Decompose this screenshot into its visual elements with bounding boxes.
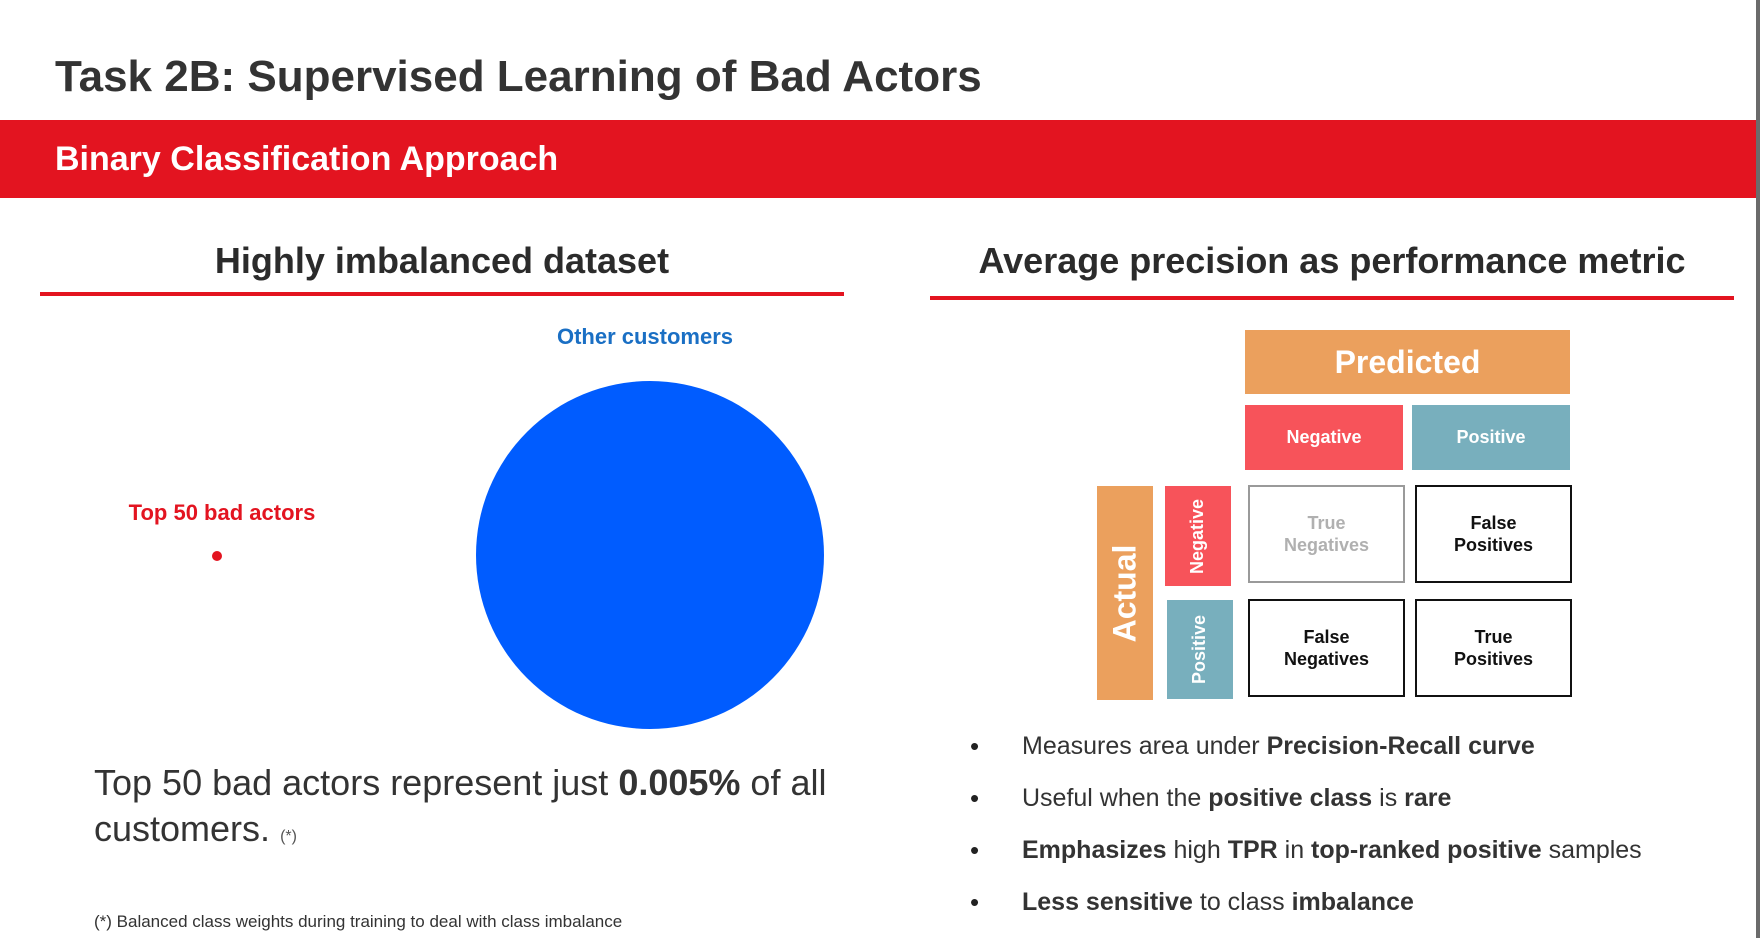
bullet-3-run-6: samples: [1541, 836, 1642, 864]
actual-positive-label: Positive: [1189, 614, 1210, 685]
predicted-negative-header: Negative: [1245, 405, 1403, 470]
cell-tn-line2: Negatives: [1283, 535, 1370, 555]
cell-tn-line1: True: [1307, 513, 1346, 533]
right-column-heading: Average precision as performance metric: [978, 240, 1686, 281]
bullet-3-run-3: TPR: [1227, 836, 1278, 864]
actual-negative-header: Negative: [1165, 486, 1231, 586]
banner-title: Binary Classification Approach: [55, 140, 559, 178]
pie-slice-bad-actors: [212, 551, 222, 561]
cell-true-negatives: True Negatives: [1248, 485, 1405, 583]
predicted-header: Predicted: [1245, 330, 1570, 394]
left-heading-underline: [40, 292, 844, 296]
pie-label-other-customers: Other customers: [557, 324, 733, 349]
bullet-4-run-1: Less sensitive: [1022, 888, 1193, 916]
actual-positive-header: Positive: [1167, 600, 1233, 699]
actual-label: Actual: [1106, 544, 1143, 642]
bullet-3-run-4: in: [1277, 836, 1312, 864]
right-heading-underline: [930, 296, 1734, 300]
imbalance-pie-chart: Other customers Top 50 bad actors: [129, 324, 824, 729]
bullet-2-run-3: is: [1372, 784, 1405, 812]
cell-tp-line1: True: [1474, 627, 1513, 647]
statement-text-1: Top 50 bad actors represent just: [94, 762, 619, 803]
cell-fn-line1: False: [1303, 627, 1350, 647]
metric-bullet-3: Emphasizes high TPR in top-ranked positi…: [970, 834, 1730, 886]
pie-label-bad-actors: Top 50 bad actors: [129, 500, 316, 525]
bullet-1-run-2: Precision-Recall curve: [1266, 732, 1535, 760]
bullet-2-run-1: Useful when the: [1022, 784, 1209, 812]
bullet-2-run-2: positive class: [1208, 784, 1373, 812]
cell-fp-line2: Positives: [1453, 535, 1534, 555]
predicted-positive-header: Positive: [1412, 405, 1570, 470]
bullet-4-run-2: to class: [1192, 888, 1292, 916]
metric-bullet-4: Less sensitive to class imbalance: [970, 886, 1730, 938]
slide-edge: [1756, 0, 1760, 938]
bullet-2-run-4: rare: [1404, 784, 1452, 812]
statement-footnote-mark: (*): [280, 828, 297, 845]
cell-fn-line2: Negatives: [1283, 649, 1370, 669]
pie-slice-other-customers: [476, 381, 824, 729]
cell-fp-line1: False: [1470, 513, 1517, 533]
cell-tp-line2: Positives: [1453, 649, 1534, 669]
statement-text-2: of all customers.: [94, 762, 827, 849]
metric-bullet-1: Measures area under Precision-Recall cur…: [970, 730, 1730, 782]
bullet-3-run-5: top-ranked positive: [1311, 836, 1542, 864]
left-column-heading: Highly imbalanced dataset: [214, 240, 670, 281]
section-banner: [0, 120, 1756, 198]
bullet-3-run-2: high: [1166, 836, 1228, 864]
bullet-4-run-3: imbalance: [1291, 888, 1414, 916]
bullet-1-run-1: Measures area under: [1022, 732, 1267, 760]
footnote: (*) Balanced class weights during traini…: [94, 912, 623, 931]
imbalance-statement: Top 50 bad actors represent just 0.005% …: [94, 760, 854, 860]
statement-percent: 0.005%: [618, 762, 741, 803]
metric-bullet-2: Useful when the positive class is rare: [970, 782, 1730, 834]
bullet-3-run-1: Emphasizes: [1022, 836, 1167, 864]
actual-header: Actual: [1097, 486, 1153, 700]
slide-title: Task 2B: Supervised Learning of Bad Acto…: [55, 52, 982, 101]
actual-negative-label: Negative: [1187, 498, 1208, 574]
cell-true-positives: True Positives: [1415, 599, 1572, 697]
metric-bullet-list: Measures area under Precision-Recall cur…: [970, 730, 1730, 938]
cell-false-negatives: False Negatives: [1248, 599, 1405, 697]
cell-false-positives: False Positives: [1415, 485, 1572, 583]
